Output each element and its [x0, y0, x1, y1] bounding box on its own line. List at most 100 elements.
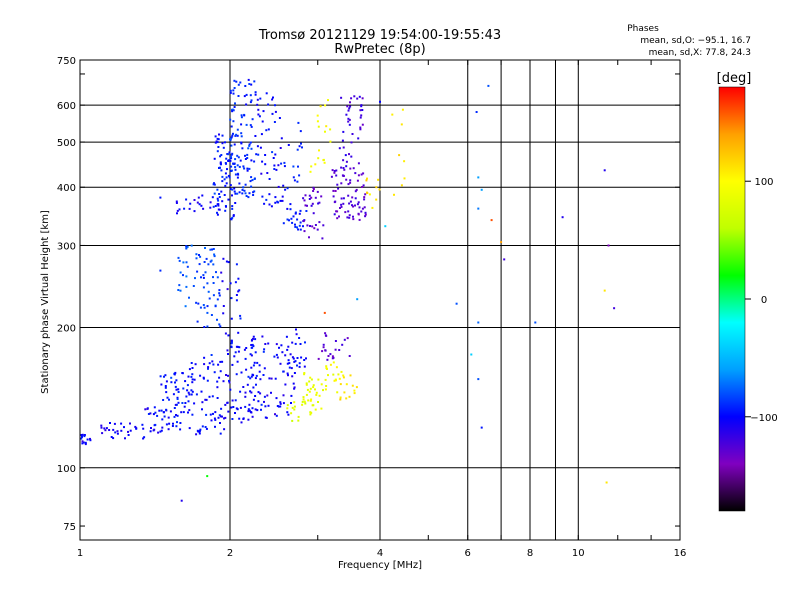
data-point [561, 216, 564, 219]
data-point [259, 392, 262, 395]
data-point [309, 399, 312, 402]
data-point [195, 253, 198, 256]
data-point [292, 357, 295, 360]
data-point [360, 114, 363, 117]
data-point [356, 203, 359, 206]
data-point [248, 144, 251, 147]
data-point [250, 147, 253, 150]
data-point [224, 416, 227, 419]
data-point [204, 271, 207, 274]
data-point [212, 276, 214, 279]
data-point [216, 386, 219, 389]
data-point [194, 277, 196, 280]
data-point [327, 355, 330, 357]
data-point [341, 343, 344, 346]
data-point [239, 406, 242, 409]
data-point [211, 395, 214, 398]
data-point [192, 285, 195, 287]
data-point [273, 121, 276, 123]
data-point [324, 332, 327, 335]
data-point [234, 192, 237, 195]
data-point [245, 123, 248, 126]
data-point [400, 123, 403, 126]
data-point [305, 357, 307, 360]
data-point [401, 108, 404, 111]
data-point [347, 183, 350, 186]
data-point [302, 398, 305, 401]
data-point [196, 201, 199, 204]
data-point [230, 340, 233, 343]
data-point [347, 210, 350, 213]
data-point [204, 398, 207, 401]
data-point [246, 153, 249, 156]
data-point [347, 194, 350, 197]
data-point [477, 207, 480, 210]
data-point [327, 99, 329, 102]
data-point [220, 407, 223, 410]
data-point [391, 113, 394, 116]
x-tick-label: 4 [377, 548, 383, 559]
data-point [176, 421, 178, 424]
data-point [202, 377, 205, 380]
data-point [191, 390, 194, 393]
data-point [312, 212, 315, 215]
data-point [210, 314, 213, 316]
data-point [209, 206, 212, 209]
data-point [274, 104, 276, 107]
data-point [607, 244, 610, 247]
data-point [176, 209, 179, 212]
data-point [234, 202, 237, 204]
data-point [318, 221, 321, 224]
data-point [248, 409, 251, 412]
data-point [231, 216, 234, 219]
data-point [182, 387, 185, 390]
chart-title: Tromsø 20121129 19:54:00-19:55:43 [258, 28, 501, 43]
data-point [348, 395, 351, 398]
data-point [324, 104, 327, 107]
data-point [205, 427, 208, 430]
data-point [239, 159, 242, 162]
data-point [346, 216, 349, 219]
data-point [195, 433, 198, 436]
data-point [356, 298, 359, 301]
data-point [303, 372, 306, 374]
data-point [291, 341, 294, 344]
data-point [216, 380, 219, 383]
data-point [253, 177, 256, 180]
data-point [292, 382, 295, 385]
data-point [349, 101, 351, 104]
data-point [245, 368, 248, 371]
data-point [281, 351, 284, 354]
data-point [222, 146, 225, 149]
data-point [310, 398, 313, 401]
data-point [240, 421, 243, 424]
data-point [281, 199, 284, 202]
x-tick-label: 1 [77, 548, 83, 559]
data-point [233, 190, 236, 193]
data-point [265, 129, 268, 132]
data-point [350, 97, 353, 100]
data-point [318, 201, 321, 204]
data-point [275, 168, 278, 171]
data-point [324, 378, 327, 381]
data-point [325, 365, 328, 368]
data-point [81, 440, 84, 443]
data-point [226, 349, 229, 352]
data-point [113, 422, 116, 425]
data-point [301, 400, 304, 403]
data-point [275, 343, 278, 346]
data-point [188, 393, 191, 396]
data-point [277, 185, 280, 188]
data-point [116, 430, 119, 433]
data-point [219, 166, 221, 169]
data-point [182, 411, 185, 414]
data-point [355, 188, 358, 191]
data-point [398, 154, 401, 157]
data-point [175, 200, 178, 203]
data-point [338, 377, 341, 380]
data-point [271, 98, 274, 101]
data-point [291, 221, 294, 224]
data-point [103, 427, 106, 430]
data-point [240, 114, 243, 117]
data-point [271, 112, 274, 115]
